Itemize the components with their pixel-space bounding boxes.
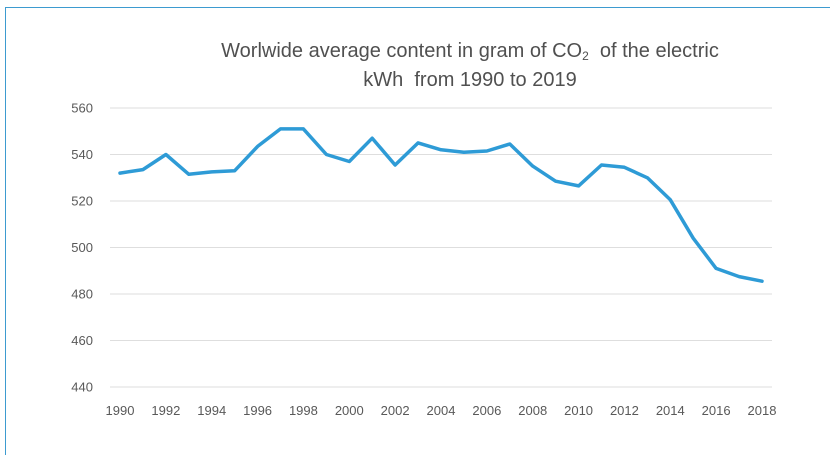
title-line1-prefix: Worlwide average content in gram of CO [221, 40, 583, 62]
y-tick-label: 500 [71, 240, 93, 255]
x-tick-label: 1996 [243, 403, 272, 418]
x-tick-label: 2018 [748, 403, 777, 418]
x-tick-label: 2016 [702, 403, 731, 418]
y-tick-label: 460 [71, 333, 93, 348]
chart-frame [5, 7, 830, 455]
x-tick-label: 2002 [381, 403, 410, 418]
x-tick-label: 2000 [335, 403, 364, 418]
y-tick-label: 560 [71, 101, 93, 116]
y-tick-labels: 440 460 480 500 520 540 560 [71, 101, 93, 395]
series-line [118, 127, 764, 283]
x-tick-label: 1998 [289, 403, 318, 418]
chart-title: Worlwide average content in gram of CO2 … [150, 37, 790, 95]
x-tick-label: 2004 [427, 403, 456, 418]
x-tick-labels: 1990 1992 1994 1996 1998 2000 2002 2004 2006 2008… [106, 403, 777, 418]
x-tick-label: 2012 [610, 403, 639, 418]
y-tick-label: 520 [71, 194, 93, 209]
data-points [119, 128, 763, 282]
y-tick-label: 540 [71, 147, 93, 162]
y-tick-label: 440 [71, 380, 93, 395]
title-subscript: 2 [582, 49, 589, 63]
x-tick-label: 1990 [106, 403, 135, 418]
x-tick-label: 2010 [564, 403, 593, 418]
x-tick-label: 2008 [518, 403, 547, 418]
x-tick-label: 1992 [151, 403, 180, 418]
title-line2: kWh from 1990 to 2019 [363, 69, 577, 91]
y-tick-label: 480 [71, 287, 93, 302]
title-line1-suffix: of the electric [588, 40, 719, 62]
x-tick-label: 2006 [472, 403, 501, 418]
x-tick-label: 2014 [656, 403, 685, 418]
x-tick-label: 1994 [197, 403, 226, 418]
grid-lines [110, 107, 772, 388]
